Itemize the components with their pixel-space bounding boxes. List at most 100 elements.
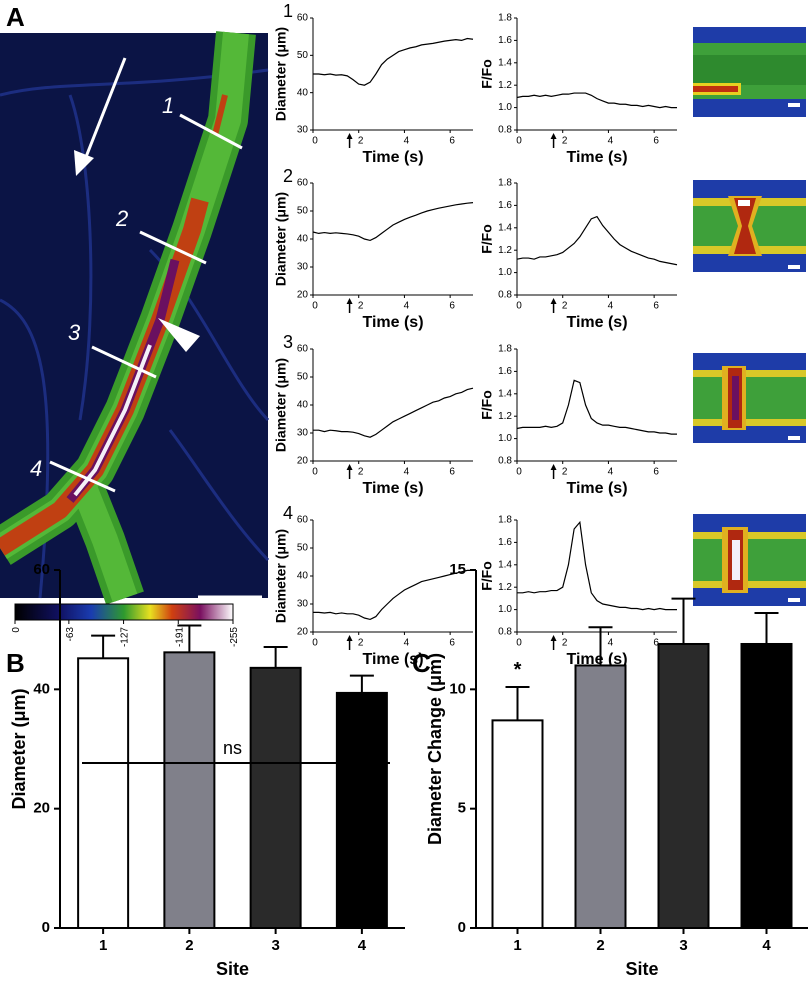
thumbnail xyxy=(693,180,806,272)
y-tick-label: 50 xyxy=(297,543,309,554)
trace xyxy=(312,202,474,242)
trace xyxy=(313,37,474,86)
colorbar-tick-label: -191 xyxy=(174,627,185,647)
bar xyxy=(249,666,302,929)
y-tick-label: 1.2 xyxy=(498,411,512,422)
y-tick-label: 20 xyxy=(33,800,50,817)
y-tick-label: 1.8 xyxy=(498,515,512,526)
y-tick-label: 0.8 xyxy=(498,290,512,301)
trace xyxy=(313,569,473,621)
x-tick-label: 2 xyxy=(562,136,568,147)
trace xyxy=(517,520,677,611)
annotation: * xyxy=(514,659,522,681)
y-tick-label: 1.0 xyxy=(498,604,512,615)
x-axis-label: Time (s) xyxy=(362,314,423,331)
x-tick-label: 0 xyxy=(312,301,318,312)
y-tick-label: 60 xyxy=(297,13,309,24)
y-tick-label: 1.2 xyxy=(498,80,512,91)
y-tick-label: 1.2 xyxy=(498,582,512,593)
x-tick-label: 2 xyxy=(562,638,568,649)
y-tick-label: 60 xyxy=(297,515,309,526)
x-tick-label: 2 xyxy=(358,301,364,312)
x-tick-label: 6 xyxy=(653,467,659,478)
y-tick-label: 0 xyxy=(458,919,466,936)
y-tick-label: 1.4 xyxy=(498,388,512,399)
x-tick-label: 0 xyxy=(312,638,318,649)
x-tick-label: 0 xyxy=(312,467,318,478)
bar xyxy=(740,642,793,930)
x-tick-label: 6 xyxy=(653,136,659,147)
colorbar xyxy=(14,603,234,621)
x-axis-label: Time (s) xyxy=(566,149,627,166)
x-tick-label: 4 xyxy=(404,136,410,147)
y-axis-label: Diameter Change (μm) xyxy=(425,653,445,845)
y-tick-label: 40 xyxy=(297,234,309,245)
row-label: 3 xyxy=(283,332,293,352)
y-tick-label: 1.0 xyxy=(498,433,512,444)
x-axis-label: Site xyxy=(216,959,249,979)
y-tick-label: 1.8 xyxy=(498,13,512,24)
x-tick-label: 4 xyxy=(404,301,410,312)
y-tick-label: 1.6 xyxy=(498,35,512,46)
y-tick-label: 1.6 xyxy=(498,200,512,211)
x-tick-label: 3 xyxy=(271,937,279,954)
y-axis-label: Diameter (μm) xyxy=(9,688,29,809)
y-tick-label: 60 xyxy=(297,178,309,189)
panel-label: A xyxy=(6,2,25,32)
y-axis-label: Diameter (μm) xyxy=(273,358,289,452)
x-tick-label: 2 xyxy=(596,937,604,954)
x-axis-label: Time (s) xyxy=(362,480,423,497)
x-tick-label: 2 xyxy=(562,467,568,478)
x-tick-label: 0 xyxy=(516,467,522,478)
y-axis-label: Diameter (μm) xyxy=(273,27,289,121)
bar xyxy=(657,642,710,930)
y-tick-label: 60 xyxy=(33,561,50,578)
y-tick-label: 30 xyxy=(297,599,309,610)
y-tick-label: 50 xyxy=(297,206,309,217)
colorbar-tick-label: -63 xyxy=(65,627,76,642)
x-tick-label: 3 xyxy=(679,937,687,954)
trace xyxy=(313,387,474,438)
row-label: 1 xyxy=(283,1,293,21)
y-tick-label: 1.4 xyxy=(498,559,512,570)
x-tick-label: 2 xyxy=(358,467,364,478)
x-tick-label: 4 xyxy=(608,301,614,312)
thumbnail xyxy=(693,514,806,606)
y-tick-label: 1.2 xyxy=(498,245,512,256)
y-tick-label: 1.6 xyxy=(498,537,512,548)
y-tick-label: 1.0 xyxy=(498,102,512,113)
x-tick-label: 2 xyxy=(358,136,364,147)
y-tick-label: 1.4 xyxy=(498,57,512,68)
y-tick-label: 20 xyxy=(297,290,309,301)
colorbar-tick-label: -255 xyxy=(229,627,240,647)
y-tick-label: 0.8 xyxy=(498,627,512,638)
x-tick-label: 6 xyxy=(449,638,455,649)
stimulus-arrowhead xyxy=(346,464,353,470)
stimulus-arrowhead xyxy=(550,635,557,641)
stimulus-arrowhead xyxy=(550,133,557,139)
y-axis-label: F/Fo xyxy=(479,59,495,89)
y-tick-label: 50 xyxy=(297,50,309,61)
annotation: ns xyxy=(223,738,242,758)
y-tick-label: 0 xyxy=(42,919,50,936)
stimulus-arrowhead xyxy=(550,464,557,470)
y-tick-label: 30 xyxy=(297,428,309,439)
y-tick-label: 5 xyxy=(458,800,466,817)
x-tick-label: 2 xyxy=(185,937,193,954)
y-tick-label: 60 xyxy=(297,344,309,355)
x-tick-label: 2 xyxy=(358,638,364,649)
colorbar-tick-label: -127 xyxy=(120,627,131,647)
site-label: 4 xyxy=(30,456,42,481)
y-axis-label: Diameter (μm) xyxy=(273,192,289,286)
x-tick-label: 4 xyxy=(358,937,367,954)
site-label: 3 xyxy=(68,320,81,345)
row-label: 2 xyxy=(283,166,293,186)
stimulus-arrowhead xyxy=(346,298,353,304)
x-tick-label: 0 xyxy=(516,136,522,147)
bar xyxy=(163,651,216,930)
x-tick-label: 4 xyxy=(608,136,614,147)
y-tick-label: 30 xyxy=(297,125,309,136)
y-tick-label: 40 xyxy=(33,680,50,697)
y-axis-label: F/Fo xyxy=(479,390,495,420)
